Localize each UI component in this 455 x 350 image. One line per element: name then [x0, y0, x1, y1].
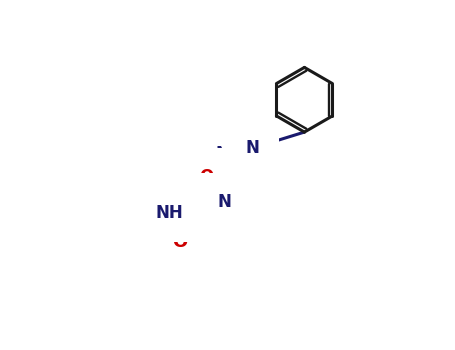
- Text: O: O: [172, 233, 187, 251]
- Text: N: N: [215, 145, 229, 163]
- Text: NH: NH: [156, 204, 183, 222]
- Text: N: N: [217, 193, 231, 211]
- Text: N: N: [245, 139, 259, 157]
- Text: O: O: [199, 168, 214, 186]
